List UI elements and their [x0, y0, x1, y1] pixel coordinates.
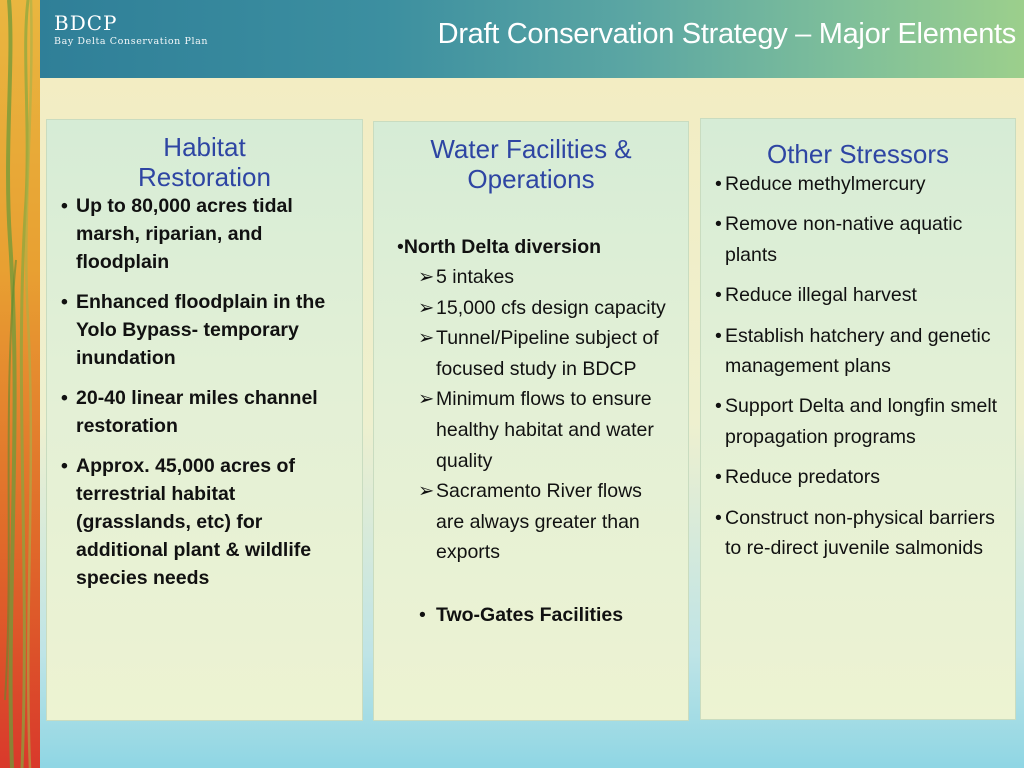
reed-graphic — [4, 0, 33, 768]
list-item: • 20-40 linear miles channel restoration — [61, 387, 318, 437]
list-item: • Up to 80,000 acres tidal marsh, riparia… — [61, 195, 293, 273]
logo-sub-text: Bay Delta Conservation Plan — [54, 36, 209, 47]
list-item: • Establish hatchery and genetic manageme… — [715, 324, 991, 378]
arrow-bullet-icon: ➢ — [418, 266, 435, 288]
arrow-bullet-icon: ➢ — [418, 388, 435, 411]
list-item: • Construct non-physical barriers to re-d… — [715, 506, 995, 560]
decorative-side-bar — [0, 0, 40, 768]
stressors-list: • Reduce methylmercury • Remove non-native… — [715, 169, 1001, 563]
list-item: ➢ Minimum flows to ensure healthy habitat… — [418, 384, 674, 476]
list-item: ➢ 15,000 cfs design capacity — [418, 293, 674, 324]
habitat-restoration-panel: Habitat Restoration • Up to 80,000 acres … — [46, 119, 363, 721]
panel-heading-habitat: Habitat Restoration — [138, 132, 271, 192]
slide-header: BDCP Bay Delta Conservation Plan Draft C… — [40, 0, 1024, 78]
panel-heading-water: Water Facilities & Operations — [430, 134, 632, 194]
bdcp-logo: BDCP Bay Delta Conservation Plan — [54, 12, 208, 47]
logo-main-text: BDCP — [54, 11, 118, 35]
water-sub-list: ➢ 5 intakes ➢ 15,000 cfs design capacity ➢… — [418, 262, 674, 568]
list-item: • Reduce illegal harvest — [715, 284, 917, 307]
water-facilities-panel: Water Facilities & Operations •North Del… — [373, 121, 689, 721]
list-item: • Approx. 45,000 acres of terrestrial hab… — [61, 455, 312, 589]
two-gates-item: • Two-Gates Facilities — [419, 603, 624, 626]
list-item: • Reduce methylmercury — [715, 173, 926, 195]
list-item: • Support Delta and longfin smelt propaga… — [715, 395, 998, 448]
list-item: ➢ Tunnel/Pipeline subject of focused stud… — [418, 323, 674, 384]
slide-title: Draft Conservation Strategy – Major Elem… — [437, 18, 1017, 50]
panel-heading-stressors: Other Stressors — [766, 139, 950, 169]
list-item: ➢ 5 intakes — [418, 262, 674, 293]
list-item: • Remove non-native aquatic plants — [715, 213, 963, 266]
list-item: • Enhanced floodplain in the Yolo Bypass-… — [61, 291, 326, 369]
arrow-bullet-icon: ➢ — [418, 327, 435, 350]
list-item: ➢ Sacramento River flows are always great… — [418, 476, 674, 568]
arrow-bullet-icon: ➢ — [418, 480, 435, 503]
list-item: • Reduce predators — [715, 466, 881, 489]
habitat-list: • Up to 80,000 acres tidal marsh, riparia… — [61, 192, 348, 592]
north-delta-diversion-item: •North Delta diversion — [397, 236, 602, 258]
other-stressors-panel: Other Stressors • Reduce methylmercury • R… — [700, 118, 1016, 720]
arrow-bullet-icon: ➢ — [418, 296, 435, 319]
